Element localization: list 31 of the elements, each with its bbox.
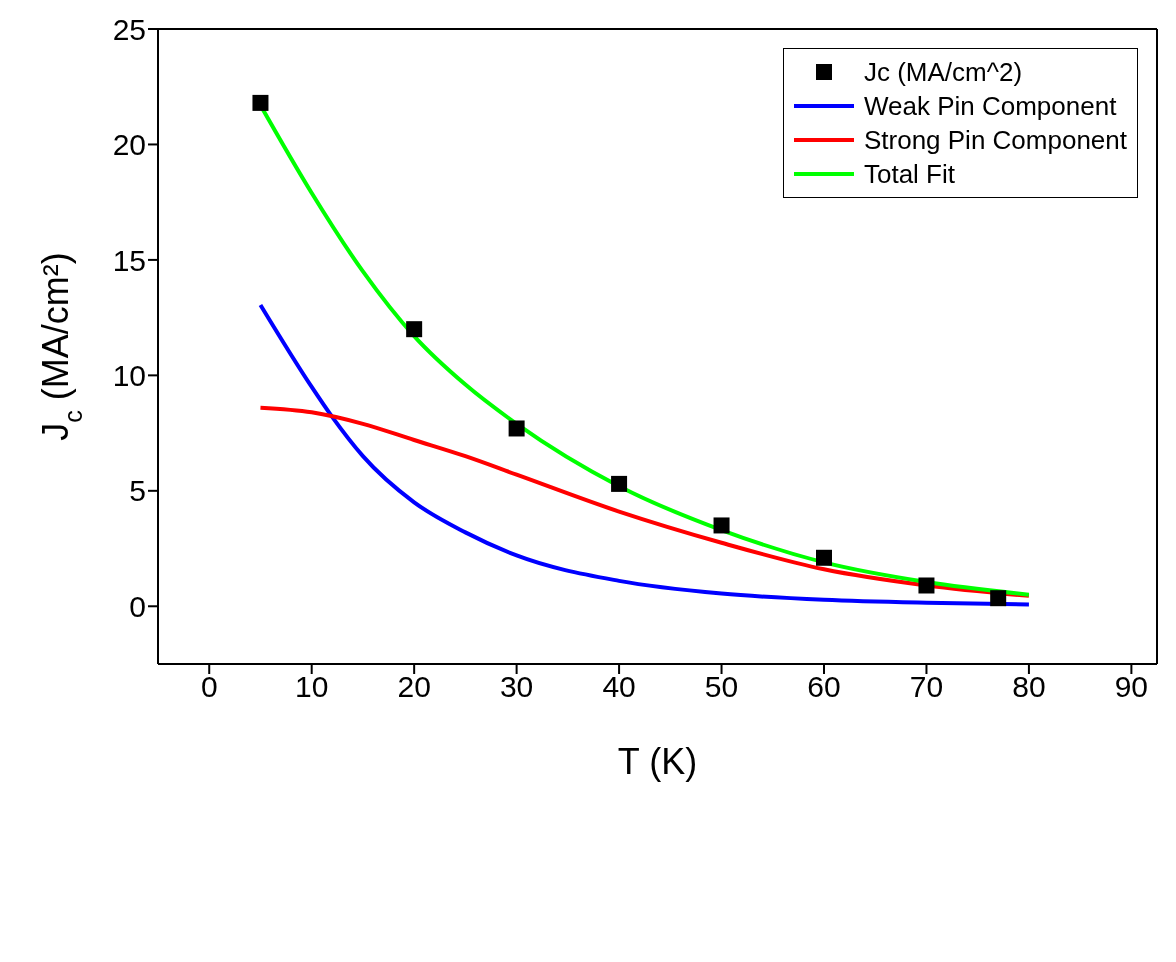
x-tick-label: 30 (499, 670, 534, 704)
point (918, 577, 935, 594)
y-tick-label: 20 (112, 128, 146, 162)
x-tick-label: 70 (909, 670, 944, 704)
y-tick-label: 5 (129, 474, 146, 508)
point (611, 475, 628, 492)
y-tick-label: 10 (112, 359, 146, 393)
x-tick-label: 40 (602, 670, 636, 704)
x-axis-title: T (K) (617, 741, 698, 782)
point (713, 517, 730, 534)
x-tick-label: 0 (200, 670, 218, 704)
x-tick-label: 50 (704, 670, 739, 704)
legend-label: Total Fit (863, 158, 955, 190)
point (816, 549, 832, 566)
x-tick-label: 20 (397, 670, 431, 704)
line-series (258, 405, 1031, 598)
x-tick-label: 10 (295, 670, 329, 704)
legend-label: Jc (MA/cm^2) (863, 56, 1023, 88)
line-series (258, 302, 1031, 607)
x-tick-label: 90 (1114, 670, 1149, 704)
point (990, 590, 1007, 607)
y-tick-label: 15 (112, 243, 146, 277)
x-tick-label: 60 (807, 670, 841, 704)
legend-label: Strong Pin Component (863, 124, 1127, 156)
y-tick-label: 0 (129, 589, 146, 623)
point (508, 420, 525, 437)
point (406, 321, 423, 338)
x-tick-label: 80 (1012, 670, 1046, 704)
y-tick-label: 25 (112, 12, 146, 46)
legend-label: Weak Pin Component (863, 90, 1117, 122)
point (252, 94, 269, 111)
